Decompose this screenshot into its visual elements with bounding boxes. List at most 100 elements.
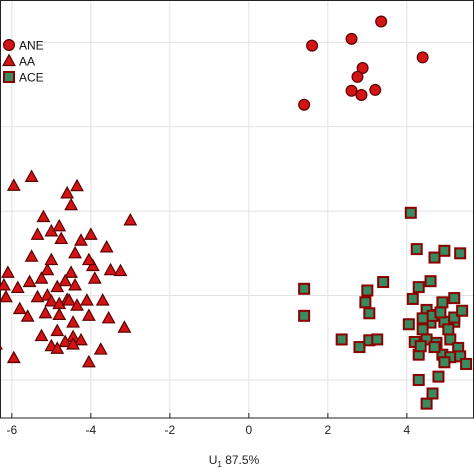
point-aa-6 <box>123 212 138 226</box>
x-axis-label-base: U <box>209 453 218 467</box>
point-ace-2 <box>335 333 348 346</box>
series-aa <box>0 169 138 368</box>
point-ane-7 <box>355 88 368 101</box>
point-aa-44 <box>38 305 53 319</box>
point-ace-0 <box>298 282 311 295</box>
legend-label-ane: ANE <box>19 39 44 53</box>
point-ace-15 <box>416 323 429 336</box>
point-aa-43 <box>20 309 35 322</box>
x-axis-label: U1 87.5% <box>209 453 260 469</box>
x-axis-ticks: -6 -4 -2 0 2 4 <box>7 413 411 437</box>
point-ace-35 <box>448 292 461 305</box>
point-ace-45 <box>442 323 455 336</box>
point-ace-10 <box>412 281 425 294</box>
point-aa-13 <box>30 227 45 240</box>
point-ane-2 <box>345 32 358 45</box>
point-aa-1 <box>70 178 84 192</box>
point-aa-9 <box>52 218 67 232</box>
x-tick-label-0: -6 <box>7 423 18 437</box>
point-aa-50 <box>50 323 65 337</box>
point-ace-3 <box>353 341 366 354</box>
point-aa-46 <box>66 315 80 328</box>
point-ace-7 <box>359 296 372 309</box>
point-aa-35 <box>30 289 45 303</box>
point-ace-48 <box>448 311 461 324</box>
point-aa-19 <box>103 262 118 276</box>
point-aa-54 <box>74 332 88 346</box>
point-ace-26 <box>460 357 473 370</box>
x-tick-label-1: -4 <box>86 423 97 437</box>
point-aa-23 <box>24 249 39 262</box>
legend-marker-aa <box>2 53 16 67</box>
point-aa-17 <box>64 265 79 278</box>
data-points <box>0 15 473 410</box>
point-aa-5 <box>36 209 51 223</box>
point-aa-27 <box>58 273 73 287</box>
series-ace <box>298 206 473 410</box>
point-aa-15 <box>0 265 15 278</box>
point-aa-26 <box>22 274 37 288</box>
point-aa-34 <box>12 301 27 315</box>
point-ace-25 <box>438 356 451 369</box>
point-aa-60 <box>34 328 49 342</box>
legend-label-ace: ACE <box>19 71 44 85</box>
point-ane-9 <box>298 98 311 111</box>
point-ace-8 <box>361 284 374 297</box>
point-ace-39 <box>454 247 467 260</box>
point-aa-58 <box>50 341 65 354</box>
point-aa-10 <box>99 239 114 253</box>
point-aa-56 <box>0 344 3 350</box>
legend-marker-ace <box>3 71 15 83</box>
point-ace-5 <box>371 333 384 346</box>
point-aa-40 <box>79 293 94 306</box>
point-aa-2 <box>60 185 75 199</box>
point-aa-41 <box>95 293 110 306</box>
point-ace-41 <box>402 318 415 331</box>
point-aa-30 <box>10 280 25 294</box>
point-aa-36 <box>44 294 59 307</box>
point-aa-29 <box>87 271 102 284</box>
point-aa-42 <box>0 289 13 303</box>
point-aa-49 <box>117 320 132 333</box>
point-aa-45 <box>52 307 67 321</box>
point-ace-1 <box>298 309 311 322</box>
point-ace-46 <box>414 340 427 353</box>
point-ace-42 <box>416 312 429 325</box>
point-aa-12 <box>54 231 69 245</box>
point-aa-21 <box>81 252 96 266</box>
x-axis-label-subscript: 1 <box>217 460 222 469</box>
point-ace-47 <box>428 341 441 354</box>
series-ane <box>298 15 429 111</box>
point-ane-3 <box>416 51 429 64</box>
point-aa-3 <box>6 178 21 191</box>
point-ace-30 <box>420 397 433 410</box>
point-ace-49 <box>456 304 469 317</box>
point-ane-5 <box>351 70 364 83</box>
point-aa-11 <box>74 233 88 246</box>
x-tick-label-3: 0 <box>246 423 253 437</box>
point-ace-28 <box>412 374 425 386</box>
x-axis-label-suffix: 87.5% <box>222 453 260 467</box>
point-ace-9 <box>377 276 390 289</box>
point-aa-0 <box>24 169 39 182</box>
point-ace-27 <box>432 370 445 383</box>
point-aa-20 <box>113 263 128 277</box>
point-aa-7 <box>83 227 98 240</box>
point-ane-0 <box>375 15 388 28</box>
point-aa-38 <box>62 293 77 306</box>
point-aa-4 <box>64 197 79 211</box>
point-ace-34 <box>436 296 449 309</box>
point-aa-59 <box>81 354 96 368</box>
point-aa-39 <box>70 298 84 311</box>
point-ace-11 <box>424 275 437 288</box>
point-aa-31 <box>0 277 11 291</box>
point-ace-37 <box>410 243 423 256</box>
point-ace-43 <box>434 306 447 319</box>
point-ace-36 <box>428 251 441 264</box>
point-aa-55 <box>93 342 108 355</box>
point-ace-40 <box>404 206 417 219</box>
point-ace-29 <box>426 387 439 400</box>
point-aa-57 <box>6 350 21 364</box>
point-aa-25 <box>34 271 49 284</box>
